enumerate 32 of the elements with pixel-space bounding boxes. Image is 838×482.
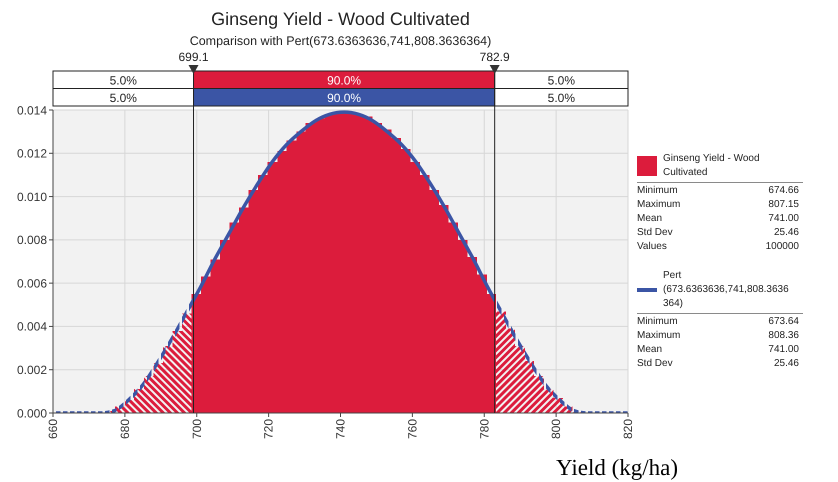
y-tick-label: 0.012 — [16, 146, 48, 161]
text: Minimum 674.66 Maximum 807.15 Mean 741.00 Std Dev 25.46 Values 100000 — [637, 185, 799, 252]
x-tick-label: 740 — [334, 418, 348, 440]
x-axis-title: Yield (kg/ha) — [556, 455, 678, 480]
ref-line-label: 782.9 — [480, 50, 510, 64]
text: 5.0% — [548, 73, 576, 88]
x-tick-label: 680 — [118, 418, 132, 440]
text: 90.0% — [327, 90, 362, 105]
chart-subtitle: Comparison with Pert(673.6363636,741,808.3636364) — [190, 34, 492, 48]
x-tick-label: 800 — [549, 418, 564, 440]
legend-label: Pert (673.6363636,741,808.3636364) — [663, 270, 789, 309]
y-tick-label: 0.010 — [16, 190, 48, 204]
text: 5.0% — [110, 73, 138, 88]
x-tick-label: 720 — [262, 418, 276, 440]
text: 90.0% — [327, 73, 362, 88]
x-tick-label: 760 — [405, 418, 420, 440]
ref-line-label: 699.1 — [178, 50, 209, 64]
x-tick-label: 660 — [46, 418, 60, 440]
text: 5.0% — [110, 90, 138, 105]
text: Minimum 673.64 Maximum 808.36 Mean 741.00 Std Dev 25.46 — [637, 316, 799, 369]
y-tick-label: 0.004 — [16, 320, 48, 334]
y-tick-label: 0.002 — [16, 362, 48, 377]
x-tick-label: 700 — [190, 418, 204, 440]
legend-label: Ginseng Yield - Wood Cultivated — [663, 153, 760, 178]
x-tick-label: 780 — [477, 418, 492, 440]
y-tick-label: 0.008 — [16, 233, 48, 248]
chart-title: Ginseng Yield - Wood Cultivated — [211, 9, 470, 29]
y-tick-label: 0.006 — [16, 276, 48, 290]
y-tick-label: 0.014 — [16, 103, 48, 118]
y-tick-label: 0.000 — [16, 406, 48, 420]
x-tick-label: 820 — [621, 418, 635, 440]
text: 5.0% — [548, 90, 576, 105]
